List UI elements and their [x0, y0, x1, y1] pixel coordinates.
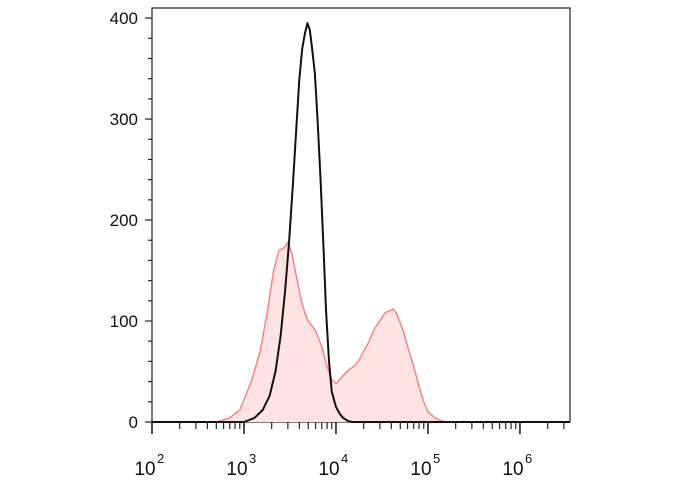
y-tick-label: 400: [110, 9, 138, 28]
series-layer: [152, 22, 570, 423]
series-0-area: [152, 242, 570, 422]
x-tick-label-exponent: 2: [157, 451, 164, 466]
y-tick-label: 100: [110, 312, 138, 331]
x-tick-label: 102: [134, 451, 164, 480]
x-tick-label: 105: [410, 451, 440, 480]
x-tick-label-base: 10: [502, 459, 523, 480]
x-tick-label-base: 10: [226, 459, 247, 480]
x-tick-label: 106: [502, 451, 532, 480]
x-tick-label: 104: [318, 451, 348, 480]
x-tick-label-base: 10: [134, 459, 155, 480]
x-tick-label-exponent: 6: [525, 451, 532, 466]
y-axis: 0 100 200 300 400: [110, 9, 152, 432]
x-tick-label-base: 10: [410, 459, 431, 480]
y-tick-label: 300: [110, 110, 138, 129]
x-tick-label-exponent: 4: [341, 451, 348, 466]
x-tick-label-exponent: 5: [433, 451, 440, 466]
x-tick-label-base: 10: [318, 459, 339, 480]
y-tick-label: 200: [110, 211, 138, 230]
series-0-outline: [152, 241, 570, 423]
series-1-line: [152, 22, 570, 423]
x-tick-label-exponent: 3: [249, 451, 256, 466]
y-tick-label: 0: [129, 413, 138, 432]
x-tick-label: 103: [226, 451, 256, 480]
